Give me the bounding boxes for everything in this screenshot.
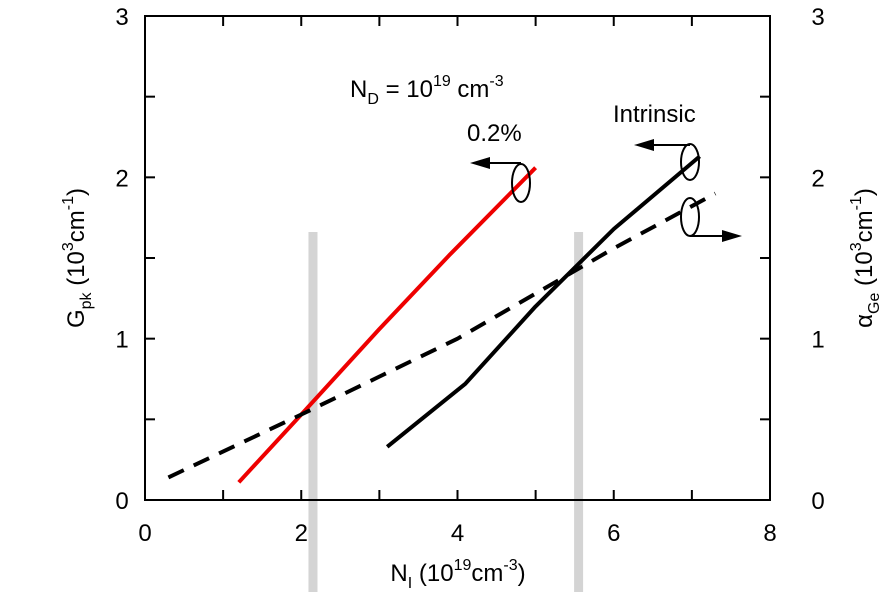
series-line-1 [385, 154, 701, 449]
intrinsic-arrow-head [634, 139, 654, 151]
y-right-tick-label: 3 [811, 4, 824, 31]
x-axis-title: NI (1019cm-3) [390, 557, 525, 592]
y-left-tick-label: 2 [115, 165, 128, 192]
y-right-tick-label: 0 [811, 488, 824, 515]
axis-ticks: 0 2 4 6 8 0 1 2 3 0 1 2 3 [115, 4, 824, 547]
series-line-0 [237, 166, 538, 484]
series-layer [167, 154, 717, 484]
x-tick-label: 8 [763, 520, 776, 547]
alpha-arrow-head [722, 230, 742, 242]
intrinsic-series-label: Intrinsic [613, 101, 696, 128]
y-left-tick-label: 0 [115, 488, 128, 515]
y-left-tick-label: 1 [115, 327, 128, 354]
nd-annotation: ND = 1019 cm-3 [350, 73, 504, 108]
vertical-markers [308, 232, 584, 592]
y-right-tick-label: 1 [811, 327, 824, 354]
red-series-label: 0.2% [467, 120, 522, 147]
x-tick-label: 6 [607, 520, 620, 547]
y-left-tick-label: 3 [115, 4, 128, 31]
y-right-tick-label: 2 [811, 165, 824, 192]
x-tick-label: 4 [451, 520, 464, 547]
red-arrow-head [470, 157, 490, 169]
x-tick-label: 2 [295, 520, 308, 547]
alpha-ellipse [680, 197, 700, 237]
y-right-axis-title: αGe (103cm-1) [848, 188, 883, 328]
x-tick-label: 0 [138, 520, 151, 547]
series-line-2 [167, 191, 717, 480]
y-left-axis-title: Gpk (103cm-1) [60, 188, 95, 328]
